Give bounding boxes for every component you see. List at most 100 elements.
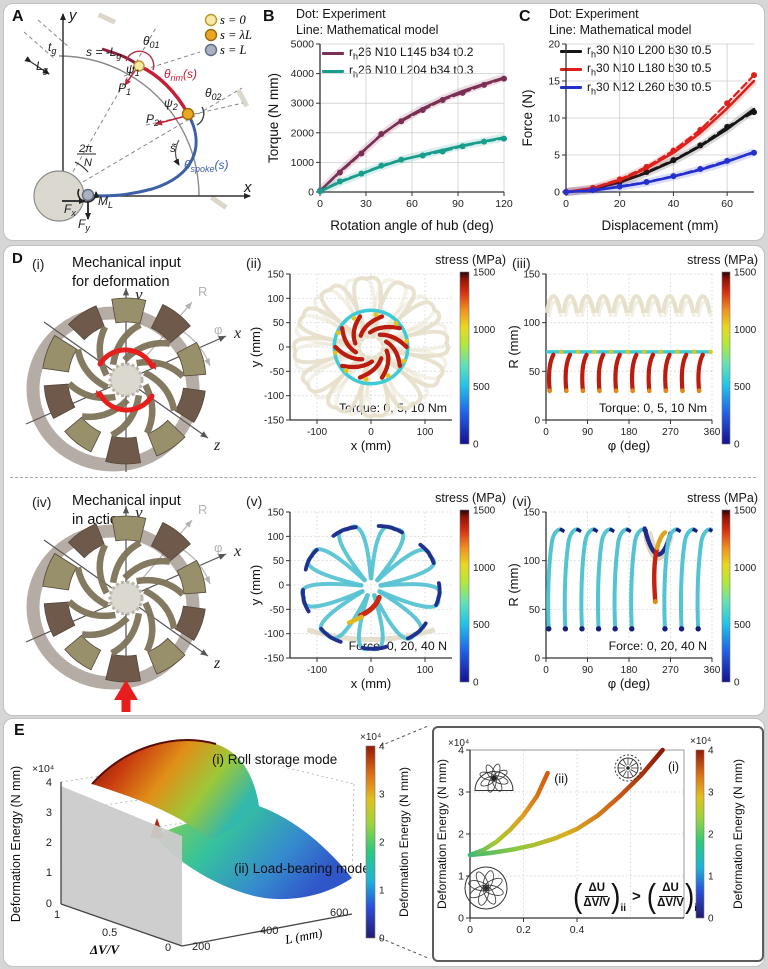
flower-petal (375, 294, 436, 345)
blade (64, 416, 102, 453)
x-axis-label: x (243, 179, 252, 196)
data-point (439, 148, 446, 155)
junction-dot (373, 312, 379, 318)
colorbar-tick: 4 (379, 742, 385, 753)
legend-item: rh30 N10 L200 b30 t0.5 (560, 43, 711, 59)
tick-label: 0 (278, 343, 284, 354)
junction-dot (333, 350, 338, 356)
data-point (751, 149, 757, 156)
spoke-red (679, 352, 689, 393)
inset-chart: 0 0.2 0.4 0 1 2 3 4 Deformation Energy (N mm) ×10… (435, 736, 745, 936)
panel-c-label: C (519, 8, 531, 25)
flower-petal (344, 276, 376, 340)
tick-label: 0.2 (516, 924, 531, 936)
spoke-tip-dot (646, 388, 652, 394)
arrowhead (122, 506, 130, 514)
ghost-arch (679, 300, 696, 318)
rim-navy-segment (418, 542, 436, 565)
z-axis-label: z (213, 437, 221, 454)
colorbar-tick: 1 (708, 872, 714, 883)
spoke-tip-dot (696, 388, 702, 394)
data-point (501, 75, 507, 82)
gray-wall (61, 786, 182, 946)
title-d-iv: Mechanical input in action (72, 493, 181, 528)
tick-label: -100 (307, 665, 327, 676)
tick-label: 50 (529, 605, 541, 616)
inner-spoke (109, 539, 142, 584)
rim-navy-segment (675, 527, 682, 533)
arrowhead (184, 520, 192, 528)
circle-graphic (617, 757, 639, 779)
flower-petal (378, 345, 448, 381)
tick-label: 20 (548, 39, 560, 51)
colorbar-tick: 0 (473, 440, 479, 451)
panel-d-vi-chart: 0 90 180 270 360 0 50 100 150 φ (deg) R (mm) Force:… (506, 508, 721, 692)
line-graphic (630, 769, 637, 774)
icon-center (484, 886, 488, 890)
icon-petal (482, 877, 503, 892)
rim-navy-segment (434, 581, 442, 607)
y-multiplier: ×10⁴ (448, 738, 469, 749)
data-point (643, 169, 650, 176)
point-s-lambdaL (181, 107, 195, 121)
point-sL (81, 188, 95, 202)
colorbar-label: Deformation Energy (N mm) (731, 759, 745, 909)
junction-dot (393, 321, 399, 326)
series-line (564, 111, 756, 194)
ghost-arch (696, 300, 713, 318)
tick-label: 0 (278, 581, 284, 592)
tick-label: 3 (458, 787, 464, 799)
psi1-label: ψ1 (126, 62, 140, 78)
stress-label-ii: stress (MPa) (435, 253, 506, 267)
junction-dot (363, 376, 369, 382)
theta02-arc (196, 106, 205, 126)
rolled-spoke-red (333, 344, 365, 362)
wheel-blades (42, 515, 207, 683)
spoke-red (563, 352, 573, 393)
torque-arrow-icon (97, 347, 155, 369)
theta01-arc (125, 50, 155, 71)
legend-swatch (560, 49, 582, 53)
tick-label: 50 (273, 556, 285, 567)
blade (111, 297, 147, 325)
rolled-spoke-red (377, 332, 409, 350)
x-axis-label: Displacement (mm) (601, 218, 718, 233)
note-line: Line: Mathematical model (296, 23, 439, 37)
legend-marker-slambdaL (204, 28, 218, 42)
legend-label: s = 0 (220, 13, 247, 27)
arrowhead (204, 576, 210, 584)
legend-swatch (322, 51, 344, 55)
colorbar-label: Deformation Energy (N mm) (397, 767, 411, 917)
psi2-arrow (155, 115, 187, 126)
data-point (378, 162, 385, 169)
tick-label: 60 (721, 198, 733, 210)
junction-dot (575, 349, 581, 355)
colorbar-tick: 1500 (473, 506, 496, 517)
data-point (378, 130, 385, 137)
colorbar-tick: 1000 (473, 325, 496, 336)
svg-text:0: 0 (165, 942, 171, 954)
rolled-spoke-red (358, 314, 385, 338)
tick-label: 50 (273, 318, 285, 329)
panel-c-chart: 0 20 40 60 0 5 10 15 20 Displacement (mm) Force (N… (520, 39, 757, 233)
data-point (670, 157, 677, 164)
x-axis-label: x (233, 325, 241, 342)
svg-text:200: 200 (192, 941, 210, 953)
legend-swatch (560, 86, 582, 90)
inner-spoke (143, 369, 178, 412)
flower-petal (373, 350, 430, 406)
spoke-cyan-curve (562, 527, 581, 631)
tick-label: 30 (360, 198, 372, 210)
spoke-red (546, 352, 556, 393)
colorbar-multiplier: ×10⁴ (360, 732, 381, 743)
rim-navy-segment (625, 527, 632, 533)
arrowhead (200, 431, 208, 438)
colorbar-tick: 0 (473, 678, 479, 689)
colorbar-tick: 1500 (734, 268, 757, 279)
colorbar (721, 509, 731, 683)
tick-label: 2 (458, 829, 464, 841)
e3d-tick-labels: 4 3 2 1 0 1 0.5 0 200 400 600 (46, 777, 348, 954)
confidence-band (565, 78, 757, 196)
stress-profile-loaded (546, 526, 714, 632)
panel-e-inset: 0 0.2 0.4 0 1 2 3 4 Deformation Energy (N mm) ×10… (432, 726, 764, 962)
